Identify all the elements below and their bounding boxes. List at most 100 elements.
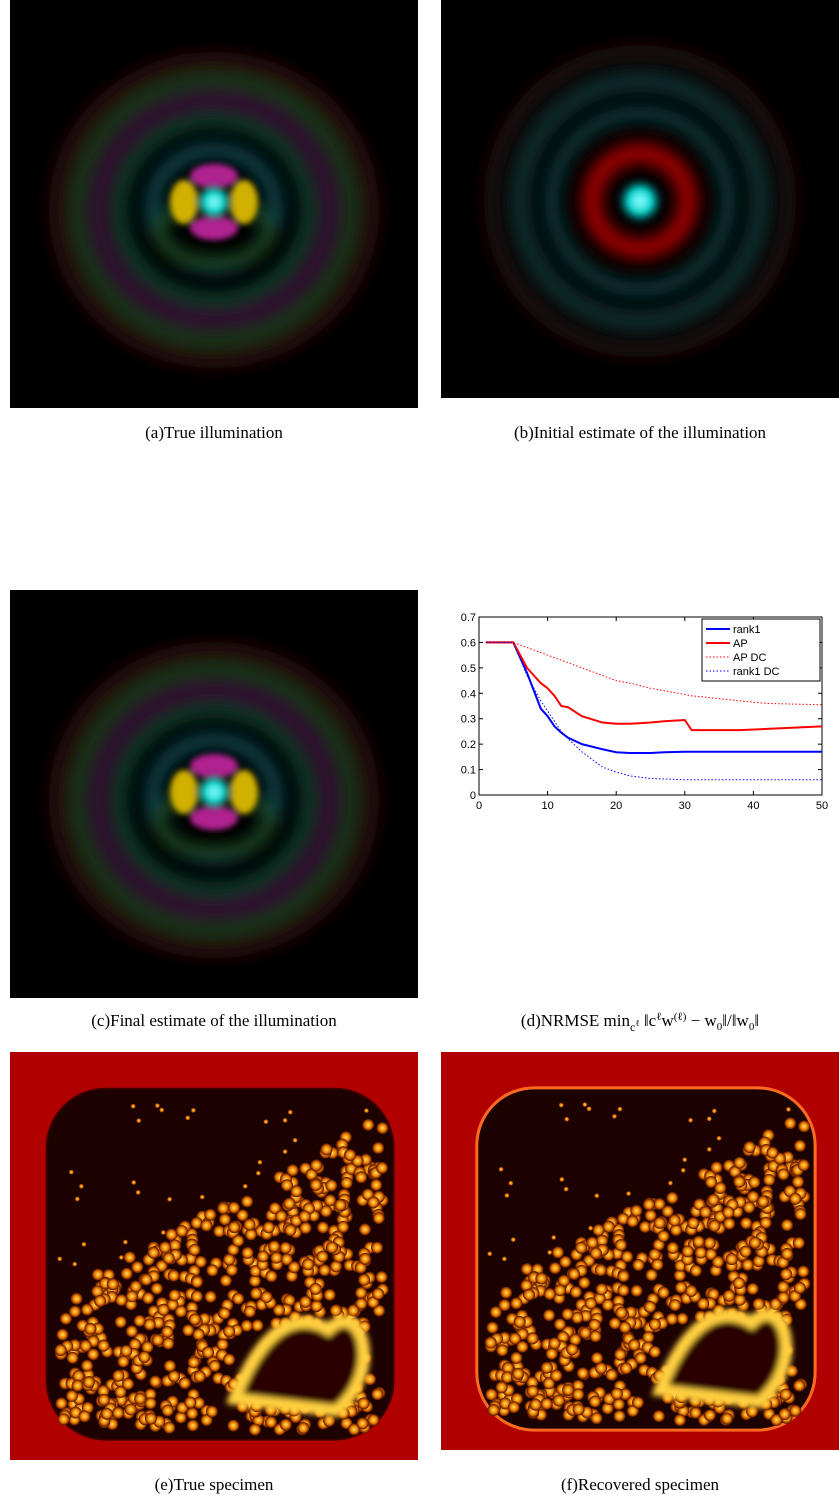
particle: [262, 1221, 275, 1234]
particle: [626, 1191, 632, 1197]
particle: [558, 1102, 564, 1108]
particle: [131, 1261, 144, 1274]
particle: [91, 1268, 104, 1281]
particle: [283, 1197, 296, 1210]
particle: [241, 1246, 254, 1259]
particle: [748, 1236, 761, 1249]
particle: [114, 1385, 127, 1398]
particle: [510, 1351, 523, 1364]
particle: [175, 1224, 188, 1237]
particle: [667, 1180, 673, 1186]
particle: [657, 1286, 670, 1299]
blurred-rings: [48, 52, 380, 368]
lobe: [190, 216, 238, 240]
legend-label: AP: [733, 638, 748, 650]
particle: [589, 1247, 602, 1260]
particle: [617, 1284, 630, 1297]
particle: [97, 1384, 110, 1397]
particle: [236, 1209, 249, 1222]
particle: [617, 1212, 630, 1225]
particle: [244, 1228, 257, 1241]
particle: [588, 1395, 601, 1408]
particle: [225, 1263, 238, 1276]
particle: [240, 1319, 253, 1332]
x-tick-label: 10: [541, 800, 553, 812]
particle: [125, 1325, 138, 1338]
particle: [162, 1337, 175, 1350]
particle: [178, 1377, 191, 1390]
particle: [601, 1298, 614, 1311]
particle: [140, 1273, 153, 1286]
particle: [613, 1410, 626, 1423]
particle: [621, 1250, 634, 1263]
particle: [56, 1328, 69, 1341]
particle: [118, 1254, 124, 1260]
particle: [789, 1404, 802, 1417]
particle: [82, 1376, 95, 1389]
ring: [509, 70, 771, 332]
particle: [264, 1416, 277, 1429]
particle: [639, 1220, 652, 1233]
particle: [777, 1291, 790, 1304]
particle: [149, 1375, 162, 1388]
particle: [722, 1206, 735, 1219]
particle: [162, 1252, 175, 1265]
particle: [496, 1344, 509, 1357]
particle: [689, 1264, 702, 1277]
particle: [97, 1339, 110, 1352]
particle: [752, 1255, 765, 1268]
particle: [569, 1286, 582, 1299]
particle: [318, 1264, 331, 1277]
particle: [554, 1284, 567, 1297]
particle: [559, 1255, 572, 1268]
lobe: [230, 180, 258, 224]
particle: [545, 1347, 558, 1360]
particle: [200, 1219, 213, 1232]
particle: [186, 1419, 199, 1432]
particle: [694, 1246, 707, 1259]
particle: [358, 1223, 371, 1236]
particle: [241, 1195, 254, 1208]
y-tick-label: 0.5: [461, 663, 476, 675]
particle: [188, 1313, 201, 1326]
particle: [81, 1241, 87, 1247]
particle: [487, 1251, 493, 1257]
particle: [55, 1397, 68, 1410]
particle: [723, 1217, 736, 1230]
particle: [714, 1181, 727, 1194]
particle: [358, 1273, 371, 1286]
particle: [192, 1328, 205, 1341]
particle: [644, 1209, 657, 1222]
particle: [123, 1251, 136, 1264]
particle: [305, 1168, 318, 1181]
y-tick-label: 0.3: [461, 714, 476, 726]
particle: [586, 1236, 599, 1249]
particle: [723, 1289, 736, 1302]
particle: [216, 1338, 229, 1351]
particle: [120, 1344, 133, 1357]
particle: [167, 1269, 180, 1282]
ring: [69, 662, 359, 938]
particle: [665, 1313, 678, 1326]
particle: [569, 1333, 582, 1346]
particle: [486, 1321, 499, 1334]
particle: [685, 1284, 698, 1297]
core: [616, 177, 664, 225]
particle: [174, 1305, 187, 1318]
caption-part: 0: [749, 1021, 755, 1033]
particle: [316, 1250, 329, 1263]
particle: [498, 1299, 511, 1312]
particle: [617, 1270, 630, 1283]
particle: [651, 1258, 664, 1271]
particle: [192, 1396, 205, 1409]
particle: [688, 1117, 694, 1123]
caption: (a)True illumination: [145, 423, 283, 442]
particle: [257, 1159, 263, 1165]
particle: [260, 1291, 273, 1304]
particle: [572, 1403, 585, 1416]
particle: [704, 1248, 717, 1261]
particle: [582, 1102, 588, 1108]
particle: [725, 1253, 738, 1266]
particle: [564, 1116, 570, 1122]
particle: [676, 1312, 689, 1325]
